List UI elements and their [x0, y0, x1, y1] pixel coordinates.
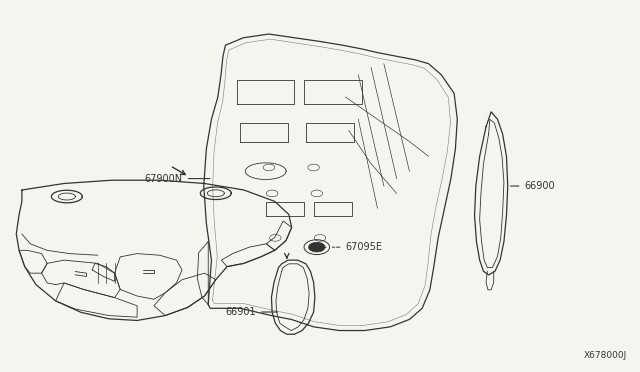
Text: X678000J: X678000J — [583, 351, 627, 360]
Text: 66900: 66900 — [511, 181, 555, 191]
Text: 66901: 66901 — [225, 307, 278, 317]
Text: 67900N: 67900N — [145, 174, 210, 184]
Text: 67095E: 67095E — [332, 242, 383, 252]
Circle shape — [308, 242, 325, 252]
